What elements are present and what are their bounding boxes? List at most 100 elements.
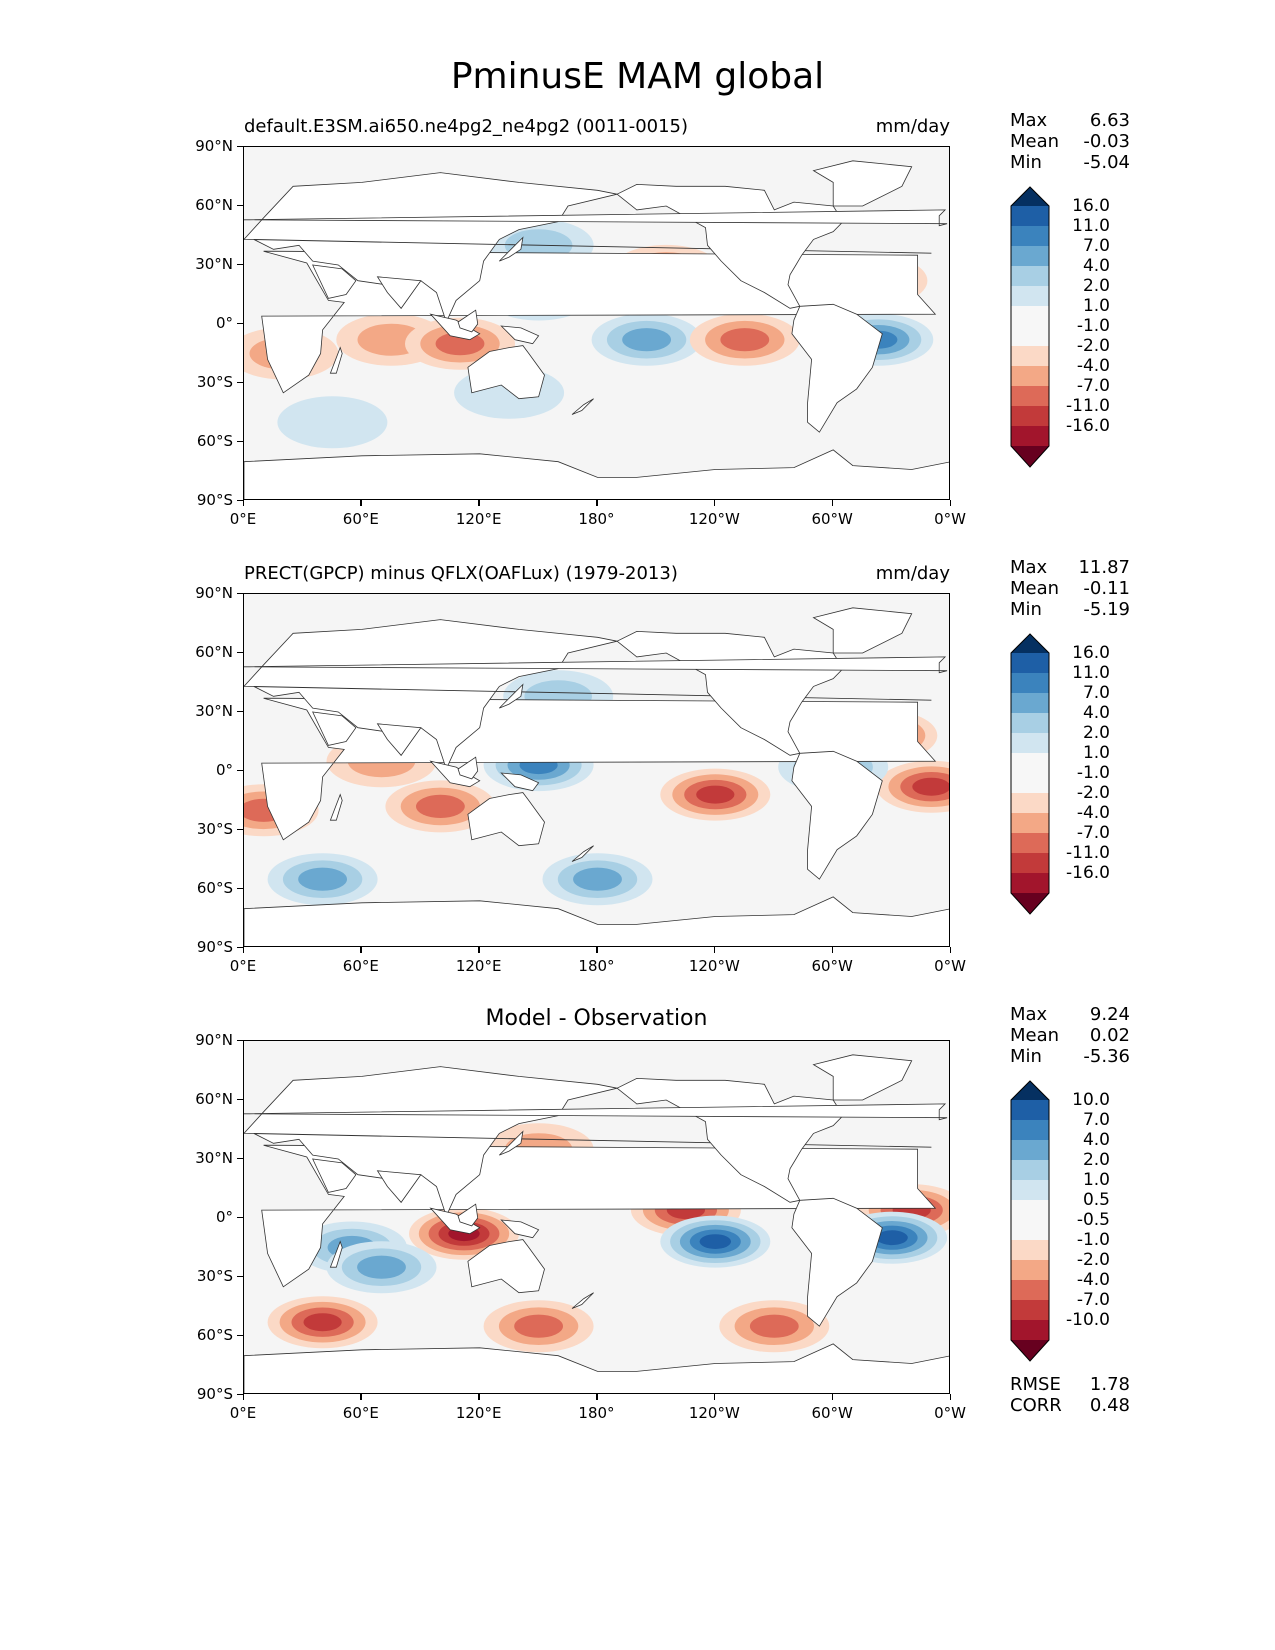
lon-tick-label: 0°W [934,510,966,528]
colorbar-segment [1011,406,1049,427]
colorbar-segment [1011,326,1049,347]
lon-tick-mark [831,1394,834,1400]
stat-mean-value: -0.03 [1083,131,1130,152]
lon-tick-label: 120°W [688,957,740,975]
lat-tick-mark [237,887,243,889]
colorbar-segment [1011,1120,1049,1141]
landmass-antarctica [244,449,949,499]
landmass-arabia [312,1158,357,1193]
colorbar-segment [1011,793,1049,814]
lon-tick-mark [713,1394,716,1400]
stat-mean-label: Mean [1010,1025,1060,1046]
lat-tick-label: 90°S [196,491,233,509]
anomaly-feature [876,1230,908,1246]
lat-tick-mark [237,1157,243,1159]
lon-tick-mark [596,1394,598,1400]
lon-tick-mark [949,947,951,953]
lat-tick-mark [237,322,243,324]
lon-tick-label: 120°E [455,510,502,528]
stat-min-value: -5.04 [1083,152,1130,173]
colorbar-outline [1010,633,1050,915]
lon-tick-label: 0°W [934,957,966,975]
lon-tick-mark [478,1394,480,1400]
lat-tick-mark [237,1334,243,1336]
lat-tick-label: 0° [215,1208,233,1226]
lon-tick-mark [949,500,951,506]
landmass-borneo [457,756,479,780]
panel-left-title: PRECT(GPCP) minus QFLX(OAFLux) (1979-201… [244,563,678,584]
landmass-south-america [791,1197,883,1327]
map-panel [243,146,950,500]
panel-units: mm/day [875,116,950,137]
landmass-madagascar [329,793,343,821]
landmass-india [376,276,422,309]
colorbar-level-label: 0.5 [1082,1190,1110,1210]
lat-tick-label: 60°N [195,1090,233,1108]
lon-tick-mark [596,500,598,506]
landmass-greenland [812,160,913,207]
lon-tick-mark [596,947,598,953]
colorbar-segment [1011,226,1049,247]
colorbar-segment [1011,1260,1049,1281]
lon-tick-label: 60°E [342,510,379,528]
colorbar-level-label: -1.0 [1076,316,1110,336]
lon-tick-mark [360,500,362,506]
colorbar-segment [1011,653,1049,674]
lat-tick-mark [237,381,243,383]
colorbar-segment [1011,673,1049,694]
lat-tick-label: 90°S [196,1385,233,1403]
stat-max-label: Max [1010,110,1048,131]
lon-tick-label: 120°E [455,957,502,975]
lon-tick-label: 0°W [934,1404,966,1422]
colorbar-extend-bottom [1011,446,1049,467]
landmass-japan [499,236,524,262]
stat-min-label: Min [1010,599,1042,620]
landmass-uk [244,1103,948,1121]
colorbar-level-label: 7.0 [1082,236,1110,256]
landmass-greenland [812,1054,913,1101]
colorbar-level-label: 2.0 [1082,276,1110,296]
colorbar-level-label: 1.0 [1082,743,1110,763]
colorbar-level-label: 10.0 [1072,1090,1110,1110]
landmass-arabia [312,711,357,746]
lon-tick-mark [713,500,716,506]
colorbar-segment [1011,693,1049,714]
stat-max-value: 11.87 [1078,557,1130,578]
map-canvas [244,607,949,946]
colorbar-level-label: 2.0 [1082,1150,1110,1170]
lat-tick-mark [237,499,243,501]
colorbar-segment [1011,1300,1049,1321]
lon-tick-mark [831,500,834,506]
lon-tick-label: 180° [578,1404,615,1422]
colorbar-level-label: -4.0 [1076,356,1110,376]
map-panel [243,593,950,947]
colorbar-segment [1011,386,1049,407]
lat-tick-label: 60°S [196,1326,233,1344]
landmass-borneo [457,1203,479,1227]
colorbar-level-label: 4.0 [1082,703,1110,723]
colorbar-extend-top [1011,634,1049,653]
stat-mean-value: 0.02 [1089,1025,1130,1046]
lon-tick-mark [242,947,244,953]
colorbar-extend-bottom [1011,1340,1049,1361]
map-canvas [244,1054,949,1393]
colorbar-segment [1011,1280,1049,1301]
stat-mean-label: Mean [1010,131,1060,152]
stat-max-label: Max [1010,1004,1048,1025]
colorbar-segment [1011,833,1049,854]
landmass-madagascar [329,1240,343,1268]
colorbar-level-label: 16.0 [1072,643,1110,663]
colorbar-segment [1011,206,1049,227]
colorbar-segment [1011,1240,1049,1261]
stat-max-label: Max [1010,557,1048,578]
colorbar-segment [1011,1320,1049,1341]
colorbar-segment [1011,1220,1049,1241]
lon-tick-mark [713,947,716,953]
lat-tick-mark [237,828,243,830]
landmass-greenland [812,607,913,654]
lat-tick-label: 60°S [196,432,233,450]
colorbar-level-label: -16.0 [1066,416,1110,436]
landmass-japan [499,683,524,709]
lat-tick-label: 30°N [195,255,233,273]
landmass-new-zealand [571,845,594,862]
